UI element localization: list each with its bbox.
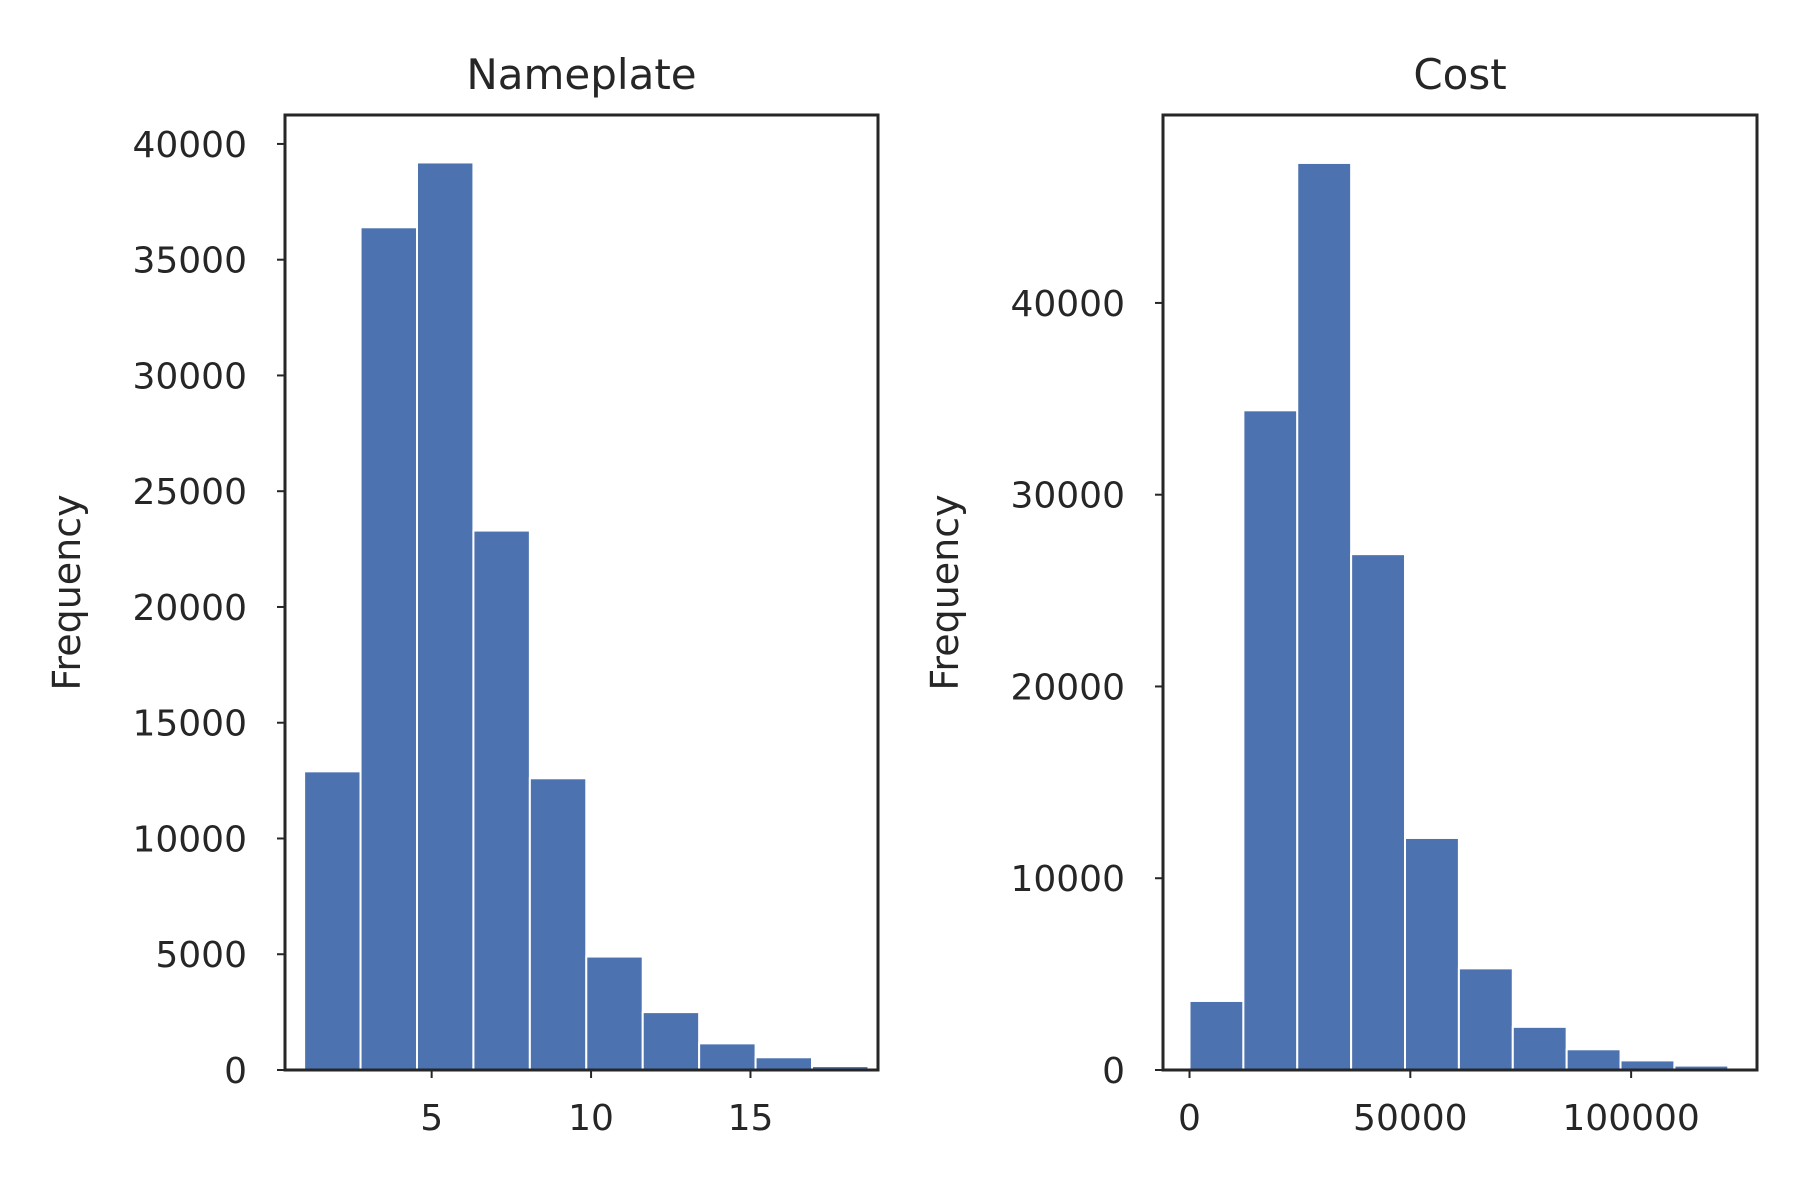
nameplate-ytick-label: 25000	[132, 472, 247, 513]
cost-ytick-label: 10000	[1010, 859, 1125, 900]
cost-ytick-label: 0	[1102, 1051, 1125, 1092]
nameplate-plot-frame	[283, 113, 880, 1072]
nameplate-bars	[303, 161, 870, 1072]
cost-bar-1	[1188, 999, 1245, 1072]
nameplate-xticks: 5 10 15	[420, 1070, 773, 1139]
nameplate-bar-7	[641, 1011, 701, 1072]
nameplate-ytick-label: 10000	[132, 819, 247, 860]
nameplate-ytick-label: 30000	[132, 356, 247, 397]
cost-bar-8	[1565, 1048, 1622, 1072]
cost-title: Cost	[1413, 50, 1506, 99]
cost-bars	[1188, 161, 1730, 1072]
cost-xtick-label: 50000	[1353, 1098, 1468, 1139]
cost-ylabel: Frequency	[923, 494, 967, 690]
nameplate-ytick-label: 20000	[132, 588, 247, 629]
subplot-cost: Cost Frequency 0 10000 20000 30000 40000 0 50…	[923, 50, 1759, 1139]
cost-bar-6	[1457, 967, 1514, 1072]
cost-ytick-label: 30000	[1010, 476, 1125, 517]
nameplate-bar-2	[359, 226, 418, 1071]
nameplate-bar-6	[585, 955, 644, 1071]
nameplate-ytick-label: 0	[224, 1051, 247, 1092]
nameplate-xtick-label: 5	[420, 1098, 443, 1139]
subplot-nameplate: Nameplate Frequency 0 5000 10000 15000 20000…	[45, 50, 880, 1139]
nameplate-ylabel: Frequency	[45, 494, 89, 690]
nameplate-bar-4	[472, 529, 531, 1071]
cost-plot-frame	[1161, 113, 1759, 1072]
cost-bar-5	[1404, 836, 1460, 1071]
nameplate-bar-8	[698, 1042, 757, 1071]
nameplate-xtick-label: 15	[728, 1098, 774, 1139]
nameplate-ytick-label: 15000	[132, 704, 247, 745]
nameplate-bar-5	[528, 777, 588, 1071]
cost-xtick-label: 100000	[1562, 1098, 1699, 1139]
cost-xticks: 0 50000 100000	[1178, 1070, 1700, 1139]
nameplate-bar-1	[303, 770, 362, 1071]
nameplate-yticks: 0 5000 10000 15000 20000 25000 30000 35000 40000	[132, 125, 285, 1092]
cost-bar-2	[1242, 409, 1299, 1071]
cost-ytick-label: 40000	[1010, 284, 1125, 325]
cost-bar-3	[1296, 161, 1353, 1071]
nameplate-ytick-label: 5000	[155, 935, 247, 976]
nameplate-bar-9	[754, 1056, 814, 1072]
cost-ytick-label: 20000	[1010, 667, 1125, 708]
nameplate-xtick-label: 10	[568, 1098, 614, 1139]
cost-yticks: 0 10000 20000 30000 40000	[1010, 284, 1163, 1092]
nameplate-bar-3	[415, 161, 475, 1071]
cost-xtick-label: 0	[1178, 1098, 1201, 1139]
nameplate-ytick-label: 40000	[132, 125, 247, 166]
cost-bar-7	[1511, 1025, 1568, 1072]
nameplate-title: Nameplate	[466, 50, 696, 99]
nameplate-ytick-label: 35000	[132, 241, 247, 282]
cost-bar-4	[1350, 553, 1407, 1071]
